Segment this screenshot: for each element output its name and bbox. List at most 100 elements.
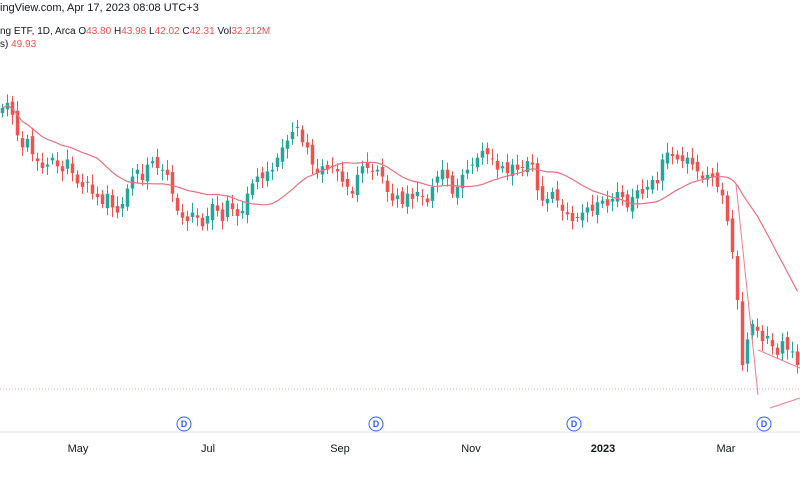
candle-body: [290, 132, 295, 140]
candle-body: [310, 144, 315, 165]
candle-body: [150, 161, 155, 164]
candle-body: [540, 186, 545, 201]
candle-body: [25, 138, 30, 148]
candle-body: [315, 168, 320, 174]
candle-body: [720, 189, 725, 196]
candle-body: [485, 148, 490, 155]
candle-body: [415, 192, 420, 197]
dividend-marker-label: D: [373, 419, 380, 429]
candle-body: [705, 174, 710, 180]
candle-body: [85, 181, 90, 183]
candle-body: [340, 171, 345, 182]
candle-body: [700, 175, 705, 179]
candle-body: [5, 102, 10, 110]
candle-body: [460, 174, 465, 189]
candle-body: [380, 166, 385, 177]
candle-body: [575, 217, 580, 219]
candle-body: [35, 158, 40, 162]
candle-body: [390, 193, 395, 201]
candle-body: [245, 193, 250, 215]
candle-body: [275, 157, 280, 167]
candle-body: [260, 172, 265, 179]
candle-body: [210, 204, 215, 221]
candle-body: [620, 192, 625, 198]
open-value: 43.80: [86, 26, 112, 37]
candle-body: [60, 166, 65, 172]
candle-body: [0, 108, 5, 114]
candle-body: [585, 207, 590, 213]
close-label: C: [182, 26, 190, 37]
trendline-descending: [735, 183, 759, 396]
candle-body: [355, 174, 360, 196]
candle-body: [695, 161, 700, 172]
candle-body: [300, 129, 305, 143]
candle-body: [565, 212, 570, 215]
high-value: 43.98: [121, 26, 147, 37]
candle-body: [545, 198, 550, 204]
candle-body: [240, 210, 245, 214]
candle-body: [180, 212, 185, 218]
candle-body: [305, 142, 310, 148]
candle-body: [550, 192, 555, 199]
candle-body: [215, 205, 220, 211]
candle-body: [190, 212, 195, 218]
candle-body: [520, 166, 525, 168]
x-tick-label: Mar: [717, 443, 736, 455]
candle-body: [675, 154, 680, 160]
candle-body: [155, 157, 160, 168]
candle-body: [135, 169, 140, 174]
candle-body: [140, 173, 145, 180]
dividend-marker-label: D: [571, 419, 578, 429]
candle-body: [610, 198, 615, 202]
x-tick-label: May: [68, 443, 89, 455]
candle-body: [335, 169, 340, 172]
candle-body: [710, 173, 715, 177]
ma-legend: s) 49.93: [0, 39, 36, 50]
candle-body: [40, 162, 45, 168]
candle-body: [560, 204, 565, 211]
dividend-marker: [368, 416, 384, 432]
low-value: 42.02: [154, 26, 180, 37]
candle-body: [395, 195, 400, 200]
overlay-layer: [0, 104, 800, 409]
candle-body: [420, 196, 425, 198]
candle-body: [250, 183, 255, 196]
candle-body: [765, 336, 770, 339]
x-axis: May Jul Sep Nov 2023 Mar: [0, 431, 800, 455]
candle-body: [730, 218, 735, 252]
candle-body: [760, 330, 765, 342]
candle-body: [70, 163, 75, 174]
candle-body: [625, 194, 630, 208]
candle-body: [175, 197, 180, 211]
candle-body: [95, 193, 100, 198]
candle-body: [125, 188, 130, 207]
candle-body: [505, 162, 510, 174]
candle-body: [235, 209, 240, 216]
candle-body: [650, 180, 655, 190]
candle-body: [495, 160, 500, 170]
candle-body: [665, 152, 670, 164]
candle-body: [185, 216, 190, 222]
candles-layer: [0, 94, 800, 374]
candle-body: [55, 160, 60, 167]
candle-body: [455, 186, 460, 198]
candle-body: [265, 171, 270, 182]
candle-body: [475, 157, 480, 168]
high-label: H: [113, 26, 122, 37]
dividend-marker: [756, 416, 772, 432]
candle-body: [115, 206, 120, 213]
candle-body: [785, 337, 790, 350]
candle-body: [90, 184, 95, 194]
candle-body: [435, 176, 440, 183]
candle-body: [100, 194, 105, 204]
candle-body: [790, 351, 795, 353]
candle-body: [365, 162, 370, 168]
candle-body: [160, 169, 165, 171]
candle-body: [465, 169, 470, 174]
trendline-upper: [757, 349, 800, 369]
candle-body: [375, 169, 380, 172]
candle-body: [295, 126, 300, 128]
candle-body: [65, 159, 70, 169]
candle-body: [80, 182, 85, 187]
